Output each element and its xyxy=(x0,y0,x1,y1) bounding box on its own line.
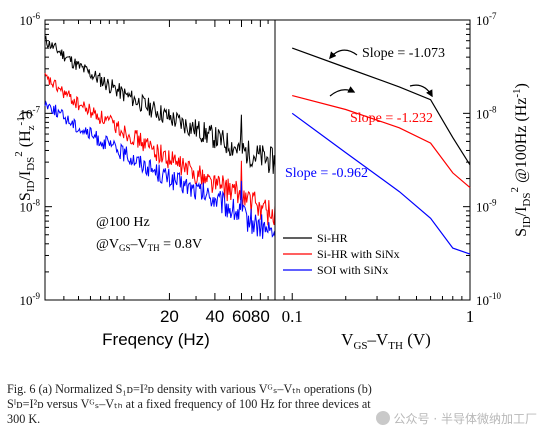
panel-b: 0.1 110-10 10-9 10-8 10-7 Slope = -1.073 Slope… xyxy=(274,11,501,326)
wechat-icon xyxy=(375,411,390,425)
panel-b-x-tick-label: 1 xyxy=(466,307,475,326)
panel-b-series-2 xyxy=(291,112,471,255)
left-y-axis-label: SID/IDS2 (Hz-1) xyxy=(13,111,37,201)
figure: SID/IDS2 (Hz-1) SID/IDS2 @100Hz (Hz-1) 2… xyxy=(13,11,533,352)
panel-b-y-tick-label: 10-9 xyxy=(476,198,497,215)
caption-line-1: Fig. 6 (a) Normalized S₁ᴅ=I²ᴅ density wi… xyxy=(7,382,372,396)
slope-arrow-0b xyxy=(409,84,433,98)
watermark-text: 公众号 · 半导体微纳加工厂 xyxy=(393,412,537,426)
panel-b-y-tick-label: 10-8 xyxy=(476,104,497,121)
panel-a-x-tick-label: 60 xyxy=(232,307,251,326)
slope-label-2: Slope = -0.962 xyxy=(285,166,368,181)
slope-arrow-0 xyxy=(329,49,358,60)
panel-a-x-tick-label: 40 xyxy=(205,307,224,326)
panel-b-series-1 xyxy=(292,95,471,189)
panel-a-annotation-frequency: @100 Hz xyxy=(96,215,150,230)
slope-label-1: Slope = -1.232 xyxy=(350,111,433,126)
caption-line-3: 300 K. xyxy=(7,412,41,426)
panel-a-y-tick-label: 10-7 xyxy=(20,104,41,121)
panel-a-y-tick-label: 10-6 xyxy=(20,11,41,28)
right-y-axis-label: SID/IDS2 @100Hz (Hz-1) xyxy=(509,83,533,237)
panel-a-y-tick-label: 10-9 xyxy=(20,291,41,308)
right-x-axis-label: VGS–VTH (V) xyxy=(341,330,431,352)
caption-line-2: Sᴵᴅ=I²ᴅ versus Vᴳₛ–Vₜₕ at a fixed freque… xyxy=(7,397,371,411)
legend-label-1: Si-HR with SiNx xyxy=(317,247,400,261)
left-x-axis-label: Freqency (Hz) xyxy=(102,330,210,349)
panel-b-series-0 xyxy=(291,47,471,166)
panel-b-frame xyxy=(274,19,471,301)
panel-b-y-tick-label: 10-10 xyxy=(476,291,501,308)
slope-label-0: Slope = -1.073 xyxy=(362,46,445,61)
slope-arrow-1 xyxy=(329,86,356,97)
panel-a-y-tick-label: 10-8 xyxy=(20,198,41,215)
panel-b-y-tick-label: 10-7 xyxy=(476,11,497,28)
panel-a-series-2 xyxy=(44,100,276,239)
panel-a-x-tick-label: 80 xyxy=(251,307,270,326)
figure-caption: Fig. 6 (a) Normalized S₁ᴅ=I²ᴅ density wi… xyxy=(7,382,537,427)
panel-a-series-0 xyxy=(44,34,276,174)
panel-a-x-tick-label: 20 xyxy=(160,307,179,326)
panel-a-series-1 xyxy=(44,72,276,226)
panel-b-x-tick-label: 0.1 xyxy=(282,307,303,326)
legend-label-0: Si-HR xyxy=(317,231,348,245)
panel-a: 20 40 60 80 10-9 10-8 10-7 10-6 @100 Hz @VGS–VTH … xyxy=(20,11,276,326)
legend-label-2: SOI with SiNx xyxy=(317,263,388,277)
panel-a-annotation-bias: @VGS–VTH = 0.8V xyxy=(96,237,202,253)
watermark: 公众号 · 半导体微纳加工厂 xyxy=(375,410,537,427)
